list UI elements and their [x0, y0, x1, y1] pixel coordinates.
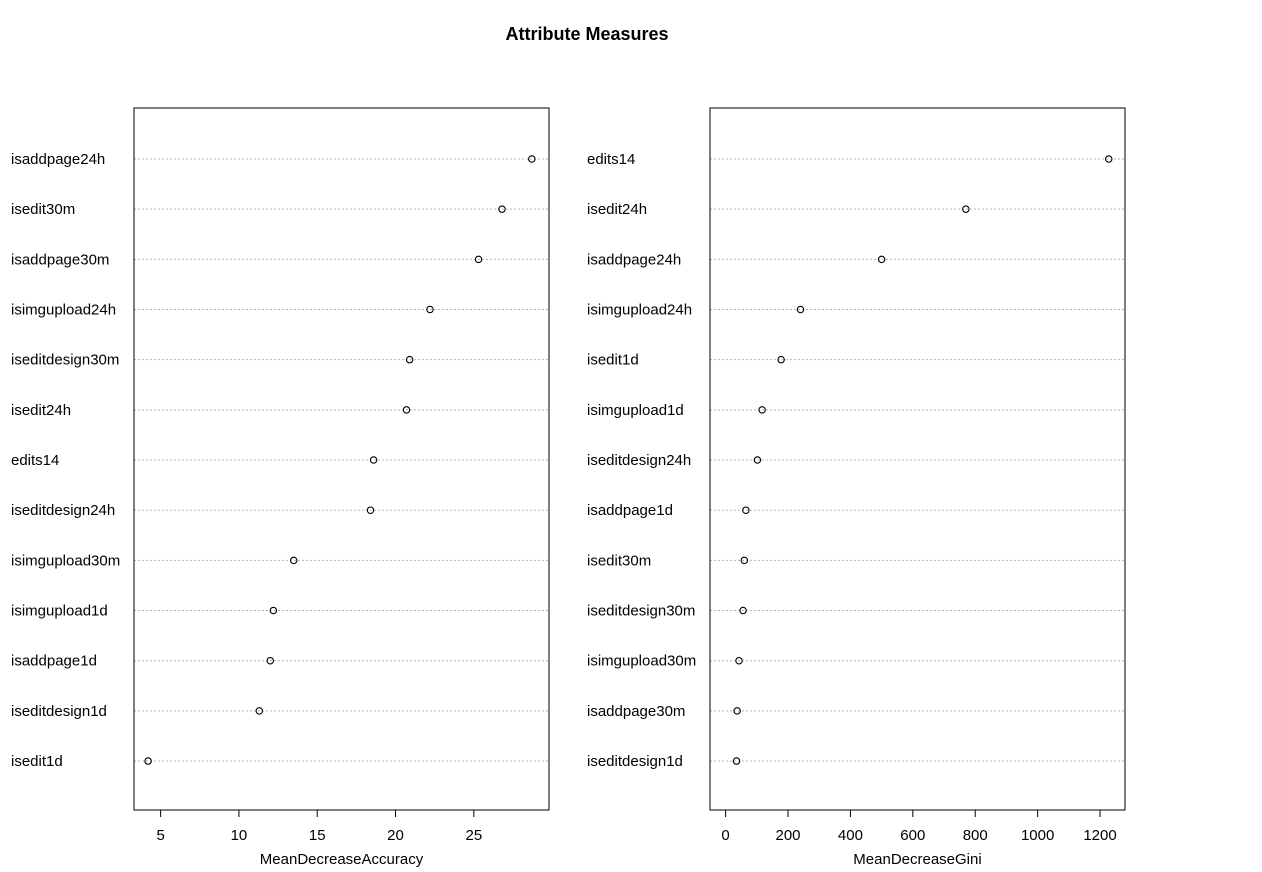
x-tick-label: 800 [963, 827, 988, 844]
data-point [366, 506, 375, 514]
category-label: iseditdesign30m [11, 352, 119, 369]
category-label: edits14 [11, 452, 59, 469]
category-label: isimgupload1d [11, 603, 108, 620]
plot-frame [709, 107, 1126, 811]
data-point [402, 406, 411, 414]
data-point [742, 506, 750, 514]
plot-frame [133, 107, 550, 811]
x-tick-label: 20 [387, 827, 404, 844]
category-label: isimgupload24h [587, 302, 692, 319]
x-tick-label: 200 [775, 827, 800, 844]
mean-decrease-gini-panel: edits14 isedit24h isaddpage24h isimgupload2… [587, 107, 1126, 868]
data-point [733, 707, 741, 715]
data-point [255, 707, 264, 715]
category-label: isaddpage1d [11, 653, 97, 670]
category-label: iseditdesign1d [587, 753, 683, 770]
x-tick-label: 5 [156, 827, 164, 844]
category-label: iseditdesign30m [587, 603, 695, 620]
category-label: isedit24h [587, 201, 647, 218]
mean-decrease-accuracy-panel: isaddpage24h isedit30m isaddpage30m isimgup… [11, 107, 550, 868]
data-point [1105, 155, 1113, 163]
category-label: isimgupload30m [11, 552, 120, 569]
category-label: isedit1d [587, 352, 639, 369]
x-axis-label: MeanDecreaseGini [853, 851, 981, 868]
data-point [796, 305, 805, 314]
category-label: edits14 [587, 151, 635, 168]
category-label: isedit24h [11, 402, 71, 419]
data-point [735, 656, 743, 665]
category-label: isaddpage24h [587, 251, 681, 268]
category-label: iseditdesign24h [11, 502, 115, 519]
category-label: isedit30m [11, 201, 75, 218]
x-axis-label: MeanDecreaseAccuracy [260, 851, 424, 868]
data-point [877, 255, 886, 264]
category-label: iseditdesign1d [11, 703, 107, 720]
category-label: isedit30m [587, 552, 651, 569]
data-point [758, 406, 766, 414]
x-tick-label: 1000 [1021, 827, 1054, 844]
data-point [269, 606, 278, 615]
chart-title: Attribute Measures [505, 24, 668, 44]
data-point [962, 205, 970, 213]
data-point [777, 355, 785, 364]
data-point [426, 305, 434, 314]
data-point [144, 757, 152, 765]
x-tick-label: 0 [721, 827, 729, 844]
data-point [528, 155, 536, 163]
data-point [369, 456, 378, 464]
x-tick-label: 25 [465, 827, 482, 844]
x-tick-label: 1200 [1083, 827, 1116, 844]
category-label: isedit1d [11, 753, 63, 770]
data-point [474, 255, 483, 264]
data-point [753, 456, 762, 464]
data-point [405, 355, 414, 364]
data-point [739, 606, 747, 615]
x-tick-label: 10 [231, 827, 248, 844]
data-point [732, 757, 741, 765]
category-label: isaddpage1d [587, 502, 673, 519]
data-point [289, 556, 298, 565]
category-label: isimgupload30m [587, 653, 696, 670]
category-label: iseditdesign24h [587, 452, 691, 469]
data-point [740, 556, 749, 565]
category-label: isaddpage30m [11, 251, 109, 268]
category-label: isimgupload1d [587, 402, 684, 419]
category-label: isimgupload24h [11, 302, 116, 319]
data-point [498, 205, 506, 213]
x-tick-label: 600 [900, 827, 925, 844]
category-label: isaddpage24h [11, 151, 105, 168]
x-tick-label: 15 [309, 827, 326, 844]
category-label: isaddpage30m [587, 703, 685, 720]
x-tick-label: 400 [838, 827, 863, 844]
data-point [266, 656, 274, 665]
